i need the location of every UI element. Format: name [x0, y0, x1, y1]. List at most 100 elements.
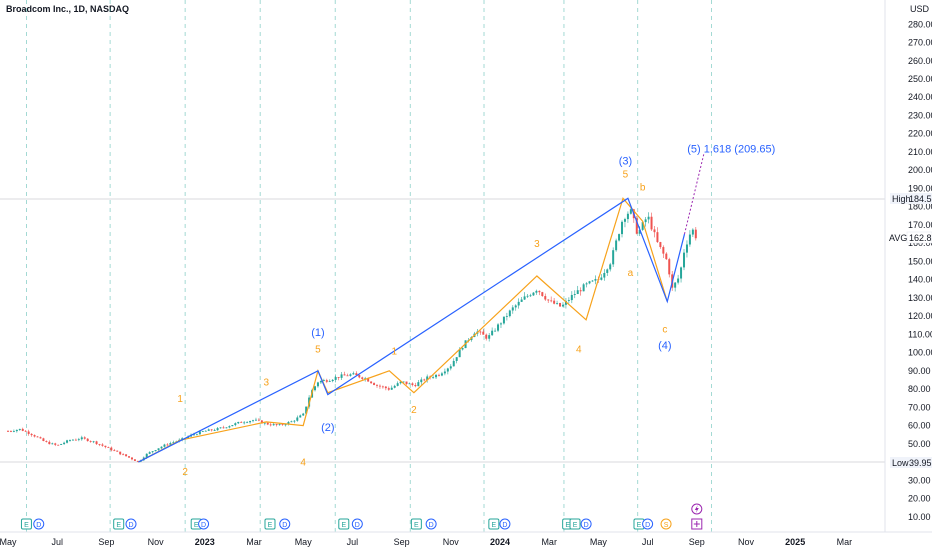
candle-body	[198, 431, 201, 435]
candle-body	[629, 209, 632, 214]
candle-body	[216, 428, 219, 431]
candle-body	[234, 423, 237, 426]
dividend-letter: D	[36, 522, 41, 529]
candle-body	[249, 421, 252, 423]
dividend-marker[interactable]	[499, 518, 511, 530]
candle-body	[157, 448, 160, 451]
split-letter: S	[664, 522, 669, 529]
candle-body	[547, 299, 550, 301]
dividend-marker[interactable]	[125, 518, 137, 530]
time-tick-label: Sep	[98, 537, 114, 547]
candle-body	[21, 428, 24, 431]
wave-label: 2	[182, 467, 188, 478]
dividend-marker[interactable]	[425, 518, 437, 530]
candle-body	[514, 305, 517, 308]
candle-body	[373, 383, 376, 385]
candle-body	[166, 444, 169, 446]
dividend-marker[interactable]	[33, 518, 45, 530]
candle-body	[485, 334, 488, 339]
candle-body	[653, 229, 656, 233]
candle-body	[567, 300, 570, 301]
price-tick-label: 180.00	[908, 202, 932, 212]
earnings-marker[interactable]	[338, 518, 350, 530]
candle-body	[181, 438, 184, 440]
earnings-marker[interactable]	[410, 518, 422, 530]
candle-body	[618, 234, 621, 241]
candle-body	[691, 229, 694, 235]
dividend-marker[interactable]	[198, 518, 210, 530]
wave-label: 1	[391, 346, 397, 357]
candle-body	[641, 222, 644, 230]
price-tick-label: 200.00	[908, 165, 932, 175]
candle-body	[452, 360, 455, 367]
time-tick-label: Nov	[738, 537, 755, 547]
time-tick-label: 2024	[490, 537, 510, 547]
candle-body	[570, 294, 573, 301]
candle-body	[352, 373, 355, 375]
candle-body	[54, 443, 57, 445]
dividend-letter: D	[355, 522, 360, 529]
dividend-marker[interactable]	[351, 518, 363, 530]
time-tick-label: Nov	[148, 537, 165, 547]
dividend-letter: D	[429, 522, 434, 529]
price-tick-label: 280.00	[908, 19, 932, 29]
candle-body	[387, 388, 390, 390]
candle-body	[370, 381, 373, 384]
time-tick-label: May	[295, 537, 313, 547]
candle-body	[133, 459, 136, 461]
candle-body	[266, 422, 269, 425]
wave-label: 5	[315, 345, 321, 356]
candle-body	[281, 424, 284, 425]
wave-label: b	[640, 182, 646, 193]
candle-body	[423, 379, 426, 381]
candle-body	[322, 380, 325, 382]
earnings-marker[interactable]	[113, 518, 125, 530]
candle-body	[491, 330, 494, 336]
candle-body	[246, 422, 249, 424]
candle-body	[74, 439, 77, 441]
candle-body	[378, 385, 381, 387]
candle-body	[683, 252, 686, 268]
price-tick-label: 150.00	[908, 256, 932, 266]
symbol-label: AVGO	[889, 233, 914, 243]
dividend-letter: D	[128, 522, 133, 529]
price-tick-label: 30.00	[908, 475, 931, 485]
earnings-marker[interactable]	[20, 518, 32, 530]
split-marker[interactable]	[660, 518, 672, 530]
dividend-marker[interactable]	[279, 518, 291, 530]
dividend-marker[interactable]	[642, 518, 654, 530]
candle-body	[612, 250, 615, 265]
candle-body	[505, 316, 508, 317]
price-tick-label: 80.00	[908, 384, 931, 394]
earnings-marker[interactable]	[264, 518, 276, 530]
wave-label: (3)	[619, 156, 632, 168]
candle-body	[328, 381, 331, 382]
dividend-marker[interactable]	[580, 518, 592, 530]
candle-body	[685, 244, 688, 253]
candle-body	[57, 444, 60, 446]
candle-body	[420, 379, 423, 383]
time-tick-label: Mar	[837, 537, 853, 547]
candle-body	[110, 447, 113, 451]
candle-body	[275, 424, 278, 426]
candle-body	[12, 431, 15, 432]
earnings-marker[interactable]	[488, 518, 500, 530]
projection-line	[684, 152, 705, 235]
earnings-letter: E	[492, 522, 497, 529]
candle-body	[414, 385, 417, 387]
candle-body	[346, 375, 349, 377]
candle-body	[201, 431, 204, 433]
candle-body	[128, 456, 131, 458]
earnings-letter: E	[565, 522, 570, 529]
candle-body	[638, 229, 641, 234]
candle-body	[550, 300, 553, 302]
candle-body	[432, 377, 435, 379]
candle-body	[95, 441, 98, 445]
earnings-marker[interactable]	[569, 518, 581, 530]
currency-label: USD	[910, 4, 930, 14]
candle-body	[252, 420, 255, 422]
wave-label: 4	[576, 345, 582, 356]
